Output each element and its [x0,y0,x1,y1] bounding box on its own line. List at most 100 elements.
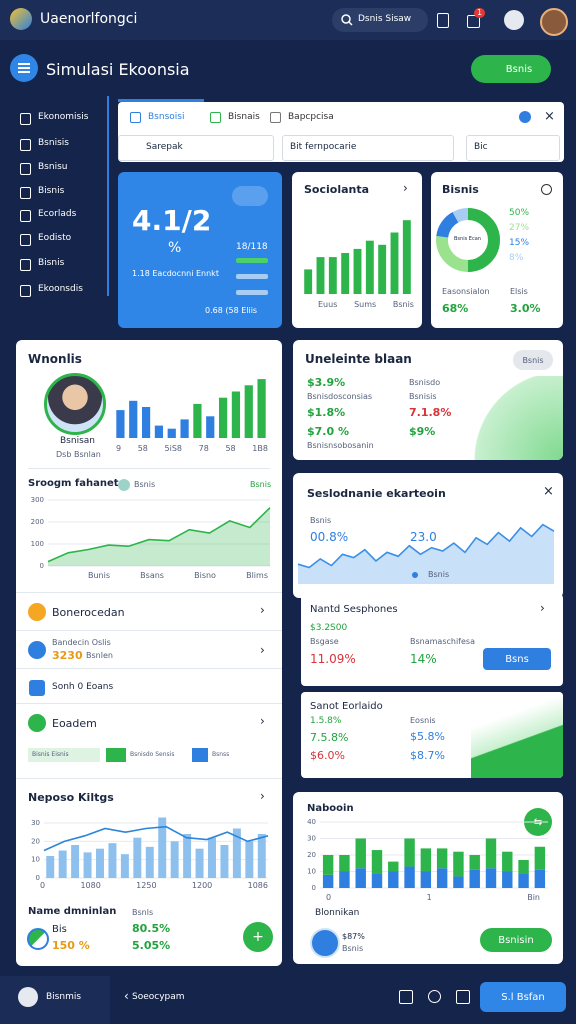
sidebar-item[interactable]: Eodisto [38,233,72,243]
cell: 7.1.8% [409,406,452,419]
y-tick-label: 30 [31,819,40,827]
filter-panel [118,102,564,162]
button[interactable]: S.l Bsfan [480,982,566,1012]
list-item[interactable]: Bandecin Oslis [52,638,111,647]
inbox-icon[interactable] [456,990,470,1004]
filter-box[interactable] [466,135,560,161]
chevron[interactable]: › [540,601,545,615]
bar [232,828,241,878]
summary-value: 5.05% [132,939,171,952]
profile-photo [44,373,106,435]
bar [388,861,399,872]
bar [404,838,415,867]
bar [108,843,117,878]
x-tick-label: 1B8 [252,444,268,453]
icon[interactable] [437,13,449,28]
icon [28,603,46,621]
bar [58,850,67,878]
chevron[interactable]: › [260,643,265,657]
list-item[interactable]: Bonerocedan [52,606,125,619]
divider [16,778,282,779]
divider [16,630,282,631]
sidebar-item[interactable]: Bsnisis [38,138,69,148]
x-tick-label: 1250 [136,881,157,890]
chevron[interactable]: › [260,603,265,617]
chevron[interactable]: › [260,714,265,728]
bar [436,848,448,869]
action-button[interactable]: Bsnis [471,55,551,83]
bar [518,859,529,874]
y-tick-label: 10 [31,856,40,864]
tab[interactable]: Bisnais [228,112,260,122]
avatar[interactable] [18,987,38,1007]
stat: 68% [442,302,469,315]
avatar[interactable] [504,10,524,30]
bar [322,855,334,875]
dropdown[interactable] [519,111,531,123]
area [48,507,270,566]
button[interactable]: Bsnisin [480,928,552,952]
filter-box[interactable] [118,135,274,161]
sidebar-item[interactable]: Ecorlads [38,209,77,219]
list-note: Bsnlen [86,651,113,660]
cell: Bsgase [310,637,339,646]
avatar[interactable] [540,8,568,36]
search-box[interactable] [332,8,428,32]
card-title: Uneleinte blaan [305,352,412,366]
button[interactable]: Bsnis [513,350,553,370]
tab-icon [210,112,221,123]
close-icon[interactable]: × [544,109,555,124]
line [43,825,269,852]
chevron[interactable]: › [403,181,408,195]
list-item[interactable]: Sonh 0 Eoans [52,682,114,692]
bar [339,855,350,872]
donut-slice [467,208,500,272]
home-icon[interactable] [399,990,413,1004]
back-icon[interactable]: ‹ [124,989,129,1003]
bar [145,846,154,878]
x-labels: Euus Sums Bsnis [318,300,414,309]
y-tick-label: 0 [312,884,316,890]
chevron[interactable]: › [260,789,265,803]
summary-value: 80.5% [132,922,171,935]
sidebar-icon [20,113,31,125]
cell: Bsnisis [409,392,437,401]
logo[interactable] [10,8,32,30]
search-icon[interactable] [428,990,441,1003]
sidebar-item[interactable]: Bisnis [38,186,65,196]
cell: $5.8% [410,730,445,743]
section-title: Wnonlis [28,352,82,366]
bar [502,851,513,872]
card [301,692,563,778]
value: 00.8% [310,530,349,544]
badge: 1 [474,8,486,18]
nav-label[interactable]: Soeocypam [132,992,185,1002]
bar [469,855,480,870]
sidebar-item[interactable]: Ekoonsdis [38,284,83,294]
bar [355,838,366,869]
fab[interactable]: + [243,922,273,952]
icon[interactable] [541,184,552,195]
notification-icon[interactable] [467,15,480,28]
sidebar-item[interactable]: Bisnis [38,258,65,268]
bar [328,257,337,294]
button[interactable]: Bsns [483,648,551,670]
bar [170,841,179,878]
filter-box[interactable] [282,135,454,161]
sidebar-item[interactable]: Bsnisu [38,162,68,172]
list-item[interactable]: Eoadem [52,717,97,730]
y-tick-label: 200 [31,518,44,526]
x-tick-label: 1086 [247,881,268,890]
bar [371,850,383,874]
legend-label: Bsnisdo Sensis [130,751,175,758]
legend-dot [412,572,418,578]
stripe [236,258,268,263]
legend-label: Bisnis Eisnis [32,751,69,758]
tab[interactable]: Bapcpcisa [288,112,334,122]
pill[interactable] [232,186,268,206]
close-icon[interactable]: × [543,484,554,499]
bar [518,873,529,888]
tab[interactable]: Bsnsoisi [148,112,185,122]
divider [28,468,270,469]
sidebar-item[interactable]: Ekonomisis [38,112,89,122]
